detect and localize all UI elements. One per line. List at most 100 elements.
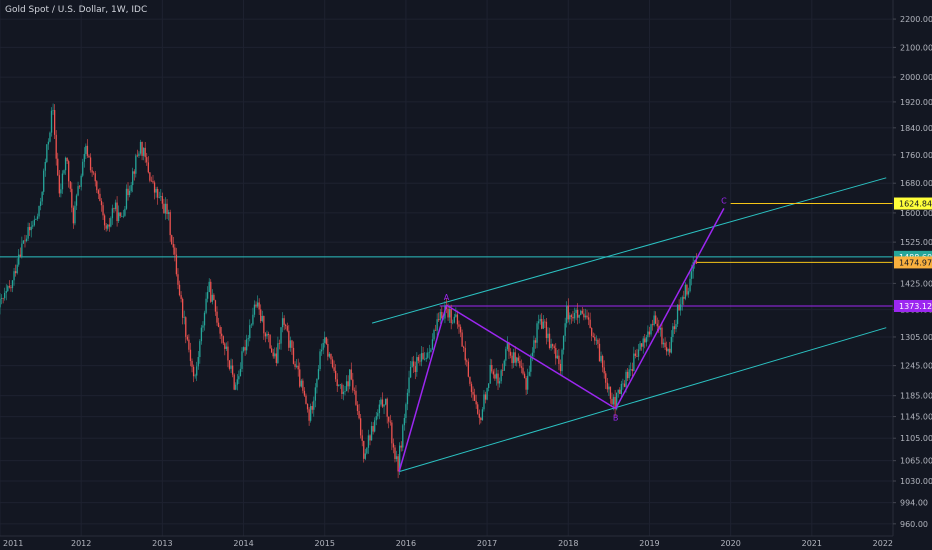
candle-body	[480, 417, 482, 421]
candle-body	[147, 162, 149, 173]
candle-body	[8, 286, 11, 288]
candle-body	[27, 227, 29, 239]
candle-body	[386, 398, 388, 417]
candle-body	[192, 366, 195, 377]
candle-body	[428, 351, 430, 353]
candle-body	[405, 404, 407, 418]
price-label: 1624.84	[899, 200, 932, 209]
candle-body	[241, 351, 243, 369]
candle-body	[630, 369, 632, 370]
candle-body	[467, 361, 470, 377]
candle-body	[211, 294, 213, 302]
candle-body	[25, 238, 28, 242]
candle-body	[389, 421, 391, 423]
candle-body	[341, 384, 343, 394]
time-tick-label: 2018	[558, 539, 578, 548]
candle-body	[458, 324, 460, 327]
candle-body	[5, 291, 7, 293]
price-tick-label: 1840.00	[900, 124, 932, 133]
candle-body	[345, 381, 348, 392]
candle-body	[425, 357, 427, 360]
price-tick-label: 960.00	[900, 520, 928, 529]
candle-body	[508, 342, 510, 352]
candle-body	[213, 294, 215, 301]
candle-body	[72, 207, 75, 224]
candle-body	[97, 190, 100, 194]
candle-body	[227, 346, 229, 361]
price-tick-label: 1680.00	[900, 179, 932, 188]
candle-body	[380, 399, 382, 405]
candle-body	[363, 440, 365, 459]
price-axis[interactable]: 960.00 994.00 1030.00 1065.00 1105.00 1145.00…	[892, 0, 932, 536]
candle-body	[89, 157, 92, 171]
candle-body	[466, 360, 468, 362]
candle-body	[155, 188, 157, 193]
candle-body	[573, 313, 576, 319]
candle-body	[545, 321, 548, 339]
candle-body	[71, 188, 73, 208]
candle-body	[388, 416, 390, 422]
candle-body	[589, 319, 591, 328]
time-axis[interactable]: 2011 2012 2013 2014 2015 2016 2017 2018 2019 2020…	[0, 535, 893, 548]
candle-body	[695, 260, 697, 264]
price-tick-label: 1145.00	[900, 413, 932, 422]
candle-body	[103, 215, 106, 226]
candle-body	[0, 298, 1, 308]
candle-body	[488, 383, 490, 388]
candle-body	[253, 304, 256, 315]
candle-body	[587, 317, 590, 320]
candle-body	[260, 309, 262, 322]
candle-body	[356, 404, 359, 412]
candle-body	[208, 281, 210, 293]
candle-body	[665, 347, 668, 352]
candle-body	[94, 173, 96, 182]
candle-body	[477, 404, 479, 414]
candle-body	[14, 271, 17, 274]
candle-body	[667, 348, 669, 352]
candle-body	[680, 304, 682, 311]
candle-body	[375, 416, 377, 421]
candle-body	[135, 155, 137, 174]
candle-body	[392, 443, 395, 448]
candle-body	[592, 335, 594, 338]
candle-body	[378, 404, 381, 414]
candle-body	[96, 181, 98, 191]
candle-body	[636, 355, 638, 357]
candle-body	[506, 342, 509, 350]
candle-body	[539, 318, 541, 322]
candle-body	[119, 212, 121, 217]
candle-body	[16, 264, 18, 274]
price-tick-label: 2000.00	[900, 73, 932, 82]
candle-body	[157, 188, 159, 198]
candle-body	[369, 435, 371, 441]
candle-body	[673, 326, 676, 330]
candle-body	[274, 353, 276, 357]
candle-body	[548, 333, 551, 348]
candle-body	[647, 331, 649, 338]
candle-body	[633, 353, 635, 372]
candle-body	[534, 340, 537, 343]
candle-body	[278, 343, 281, 344]
candle-body	[555, 348, 557, 359]
candle-body	[562, 335, 565, 350]
candle-body	[502, 370, 504, 371]
candle-body	[13, 271, 15, 281]
candle-body	[149, 172, 151, 181]
price-tick-label: 1760.00	[900, 151, 932, 160]
candle-body	[200, 327, 203, 342]
price-tick-label: 2200.00	[900, 15, 932, 24]
candle-body	[206, 292, 209, 299]
candle-body	[138, 153, 140, 156]
price-tick-label: 1185.00	[900, 392, 932, 401]
candle-body	[541, 318, 543, 329]
candle-body	[281, 318, 284, 328]
candle-body	[370, 426, 373, 441]
candle-body	[614, 396, 616, 410]
candle-body	[628, 369, 630, 379]
candle-body	[122, 215, 124, 217]
candle-body	[603, 367, 605, 374]
candle-body	[277, 343, 279, 363]
candle-body	[617, 389, 619, 393]
candle-body	[339, 384, 341, 386]
